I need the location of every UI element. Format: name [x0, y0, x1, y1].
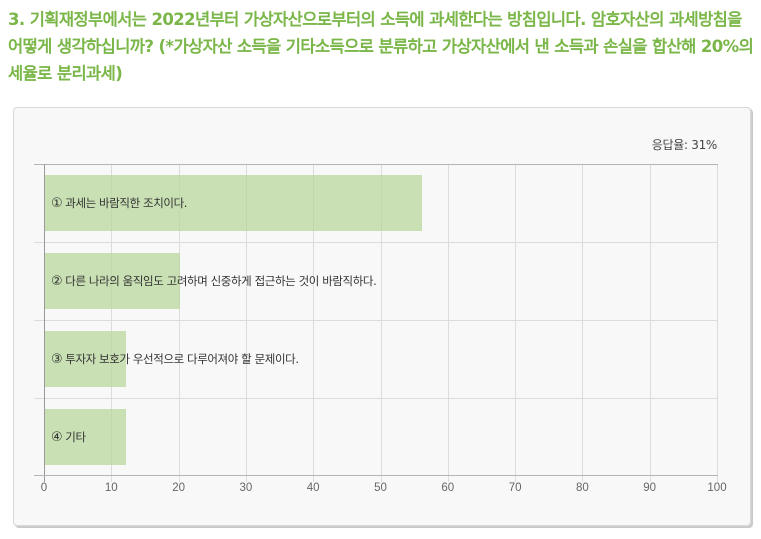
x-axis	[34, 475, 718, 476]
question-title: 3. 기획재정부에서는 2022년부터 가상자산으로부터의 소득에 과세한다는 …	[8, 10, 754, 83]
x-tick: 0	[40, 482, 48, 494]
gridline	[717, 164, 718, 482]
response-rate: 응답율: 31%	[651, 138, 718, 152]
bar-label: ② 다른 나라의 움직임도 고려하며 신중하게 접근하는 것이 바람직하다.	[51, 274, 377, 289]
bar-row: ④ 기타	[45, 399, 718, 477]
bar[interactable]	[45, 409, 126, 465]
x-tick: 40	[306, 482, 320, 494]
bar[interactable]	[45, 175, 422, 231]
gridline	[380, 164, 382, 482]
gridline	[649, 164, 651, 482]
x-tick: 30	[239, 482, 253, 494]
gridline	[111, 164, 113, 482]
gridline	[34, 398, 718, 399]
bar-row: ② 다른 나라의 움직임도 고려하며 신중하게 접근하는 것이 바람직하다.	[45, 243, 718, 321]
bar-label: ③ 투자자 보호가 우선적으로 다루어져야 할 문제이다.	[51, 352, 299, 367]
gridline	[313, 164, 315, 482]
gridline	[34, 242, 718, 243]
gridline	[582, 164, 584, 482]
x-tick: 60	[441, 482, 455, 494]
y-axis	[44, 164, 45, 482]
gridline	[178, 164, 180, 482]
bar[interactable]	[45, 253, 180, 309]
bar[interactable]	[45, 331, 126, 387]
x-tick: 100	[707, 482, 727, 494]
gridline	[34, 320, 718, 321]
bar-label: ① 과세는 바람직한 조치이다.	[51, 196, 188, 211]
x-tick: 20	[172, 482, 185, 494]
bar-row: ③ 투자자 보호가 우선적으로 다루어져야 할 문제이다.	[45, 321, 718, 399]
gridline	[245, 164, 247, 482]
x-tick: 50	[374, 482, 387, 494]
chart-panel: 응답율: 31% ① 과세는 바람직한 조치이다. ② 다른 나라의 움직임도 고려…	[13, 107, 751, 526]
x-tick: 10	[104, 482, 118, 494]
gridline	[34, 164, 718, 165]
bar-row: ① 과세는 바람직한 조치이다.	[45, 165, 718, 243]
gridline	[447, 164, 449, 482]
bar-label: ④ 기타	[51, 430, 86, 445]
gridline	[515, 164, 517, 482]
x-tick: 90	[643, 482, 657, 494]
x-tick: 80	[575, 482, 589, 494]
bar-chart: ① 과세는 바람직한 조치이다. ② 다른 나라의 움직임도 고려하며 신중하게 접…	[34, 164, 727, 494]
x-tick: 70	[508, 482, 522, 494]
